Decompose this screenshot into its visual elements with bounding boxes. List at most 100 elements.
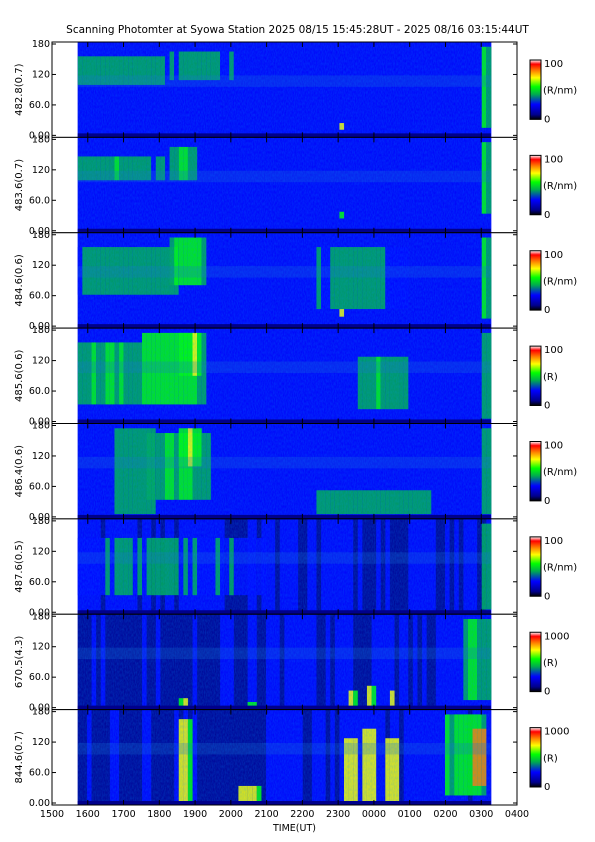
colorbar [529, 345, 542, 406]
panel-label: 844.6(0.7) [14, 731, 25, 783]
y-tick-label: 120 [32, 546, 50, 557]
x-tick-label: 0300 [469, 809, 493, 820]
x-tick-label: 2200 [290, 809, 314, 820]
x-tick-label: 1700 [111, 809, 135, 820]
colorbar-unit-label: (R/nm) [543, 563, 577, 574]
colorbar-max-label: 100 [544, 154, 563, 165]
y-tick-label: 180 [32, 516, 50, 527]
x-axis-label: TIME(UT) [272, 823, 316, 834]
y-tick-label: 0.00 [29, 703, 50, 714]
y-tick-label: 180 [32, 707, 50, 718]
colorbar [529, 631, 542, 693]
colorbar-unit-label: (R/nm) [543, 86, 577, 97]
x-tick-label: 2300 [326, 809, 350, 820]
y-tick-label: 120 [32, 69, 50, 80]
colorbar [529, 727, 542, 788]
y-tick-label: 120 [32, 356, 50, 367]
panel-label: 484.6(0.6) [14, 254, 25, 306]
panel-label: 486.4(0.6) [14, 445, 25, 497]
y-tick-label: 120 [32, 165, 50, 176]
y-tick-label: 0.00 [29, 226, 50, 237]
colorbar [529, 250, 542, 311]
y-tick-label: 0.00 [29, 130, 50, 141]
heatmap-baseline [77, 801, 491, 805]
colorbar-min-label: 0 [544, 782, 550, 793]
colorbar-unit-label: (R/nm) [543, 467, 577, 478]
panel-3: 0.00 60.0 120 180 484.6(0.6) 100 (R/nm) 0 [14, 230, 577, 332]
colorbar-min-label: 0 [544, 687, 550, 698]
colorbar-min-label: 0 [544, 591, 550, 602]
colorbar-unit-label: (R/nm) [543, 276, 577, 287]
y-tick-label: 120 [32, 260, 50, 271]
heatmap-baseline [77, 419, 491, 424]
x-tick-label: 1600 [76, 809, 100, 820]
panel-label: 487.6(0.5) [14, 540, 25, 592]
heatmap-grain [77, 518, 491, 615]
y-tick-label: 120 [32, 451, 50, 462]
heatmap-grain [77, 232, 491, 329]
x-tick-label: 0100 [398, 809, 422, 820]
panel-7: 0.00 60.0 120 180 670.5(4.3) 1000 (R) 0 [14, 611, 569, 713]
heatmap-grain [77, 137, 491, 233]
x-tick-label: 0000 [362, 809, 386, 820]
panel-frame [51, 709, 518, 806]
y-tick-label: 180 [32, 325, 50, 336]
panel-8: 0.00 60.0 120 180 844.6(0.7) 1000 (R) 0 [14, 707, 569, 809]
colorbar-max-label: 100 [544, 59, 563, 70]
panel-label: 483.6(0.7) [14, 159, 25, 211]
y-tick-label: 180 [32, 134, 50, 145]
y-tick-label: 60.0 [29, 291, 50, 302]
panel-6: 0.00 60.0 120 180 487.6(0.5) 100 (R/nm) 0 [14, 516, 577, 618]
colorbar-min-label: 0 [544, 305, 550, 316]
colorbar [529, 59, 542, 120]
heatmap-baseline [77, 610, 491, 615]
y-tick-label: 0.00 [29, 321, 50, 332]
chart-title: Scanning Photomter at Syowa Station 2025… [66, 24, 529, 36]
y-tick-label: 60.0 [29, 768, 50, 779]
y-tick-label: 60.0 [29, 195, 50, 206]
colorbar [529, 441, 542, 502]
y-tick-label: 60.0 [29, 672, 50, 683]
colorbar-unit-label: (R) [543, 658, 558, 669]
panel-label: 485.6(0.6) [14, 350, 25, 402]
heatmap-grain [77, 42, 491, 138]
y-tick-label: 0.00 [29, 512, 50, 523]
x-tick-label: 2000 [219, 809, 243, 820]
y-tick-label: 120 [32, 642, 50, 653]
colorbar [529, 536, 542, 597]
y-tick-label: 60.0 [29, 577, 50, 588]
x-tick-label: 2100 [255, 809, 279, 820]
y-tick-label: 60.0 [29, 386, 50, 397]
colorbar-max-label: 1000 [544, 631, 569, 642]
panel-label: 670.5(4.3) [14, 636, 25, 688]
colorbar-max-label: 100 [544, 250, 563, 261]
colorbar-min-label: 0 [544, 210, 550, 221]
colorbar-unit-label: (R) [543, 753, 558, 764]
heatmap-grain [77, 423, 491, 519]
panel-4: 0.00 60.0 120 180 485.6(0.6) 100 (R) 0 [14, 325, 563, 427]
x-tick-label: 1500 [40, 809, 64, 820]
colorbar-min-label: 0 [544, 401, 550, 412]
heatmap-baseline [77, 228, 491, 233]
x-tick-label: 0200 [433, 809, 457, 820]
colorbar-max-label: 1000 [544, 727, 569, 738]
heatmap-baseline [77, 133, 491, 138]
colorbar [529, 154, 542, 216]
panel-2: 0.00 60.0 120 180 483.6(0.7) 100 (R/nm) 0 [14, 134, 577, 236]
colorbar-max-label: 100 [544, 441, 563, 452]
heatmap-grain [77, 328, 491, 424]
y-tick-label: 180 [32, 421, 50, 432]
y-tick-label: 180 [32, 230, 50, 241]
colorbar-unit-label: (R/nm) [543, 181, 577, 192]
heatmap-baseline [77, 514, 491, 519]
y-tick-label: 0.00 [29, 798, 50, 809]
colorbar-min-label: 0 [544, 114, 550, 125]
y-tick-label: 180 [32, 39, 50, 50]
colorbar-max-label: 100 [544, 345, 563, 356]
heatmap-grain [77, 614, 491, 710]
panel-label: 482.8(0.7) [14, 63, 25, 115]
colorbar-min-label: 0 [544, 496, 550, 507]
y-tick-label: 180 [32, 611, 50, 622]
heatmap-grain [77, 709, 491, 805]
